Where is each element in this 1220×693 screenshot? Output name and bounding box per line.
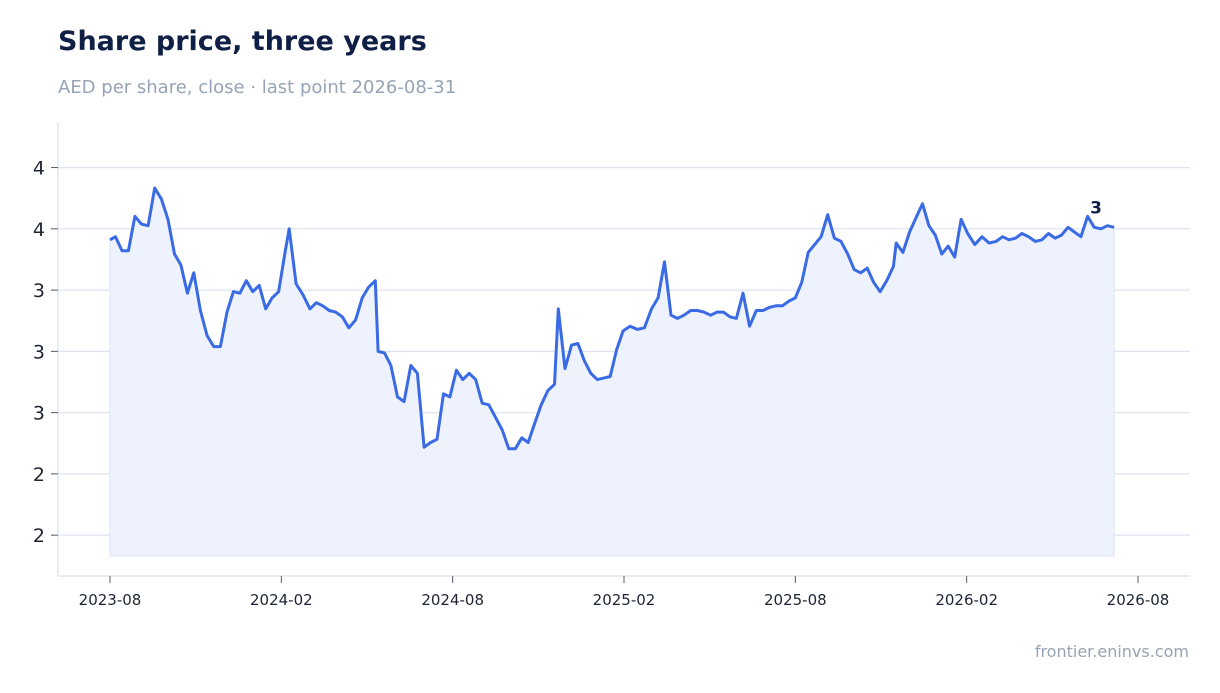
x-tick-label: 2025-02 [593, 591, 656, 609]
y-tick-label: 4 [33, 158, 45, 180]
y-tick-label: 2 [33, 464, 45, 486]
y-tick-label: 3 [33, 403, 45, 425]
y-tick-label: 3 [33, 280, 45, 302]
y-tick-label: 4 [33, 219, 45, 241]
y-tick-label: 2 [33, 525, 45, 547]
last-value-label: 3 [1090, 198, 1102, 218]
chart-title: Share price, three years [58, 26, 427, 57]
price-line [109, 186, 1115, 451]
x-tick-label: 2023-08 [79, 591, 142, 609]
x-axis-ticks: 2023-08 2024-02 2024-08 2025-02 2025-08 2026-… [79, 576, 1170, 609]
y-axis-ticks: 2 2 3 3 3 4 4 [33, 158, 58, 547]
x-tick-label: 2026-08 [1107, 591, 1170, 609]
source-footer: frontier.eninvs.com [1034, 642, 1189, 661]
chart-subtitle: AED per share, close · last point 2026-0… [58, 77, 457, 98]
x-tick-label: 2025-08 [764, 591, 827, 609]
x-tick-label: 2026-02 [935, 591, 998, 609]
y-tick-label: 3 [33, 341, 45, 363]
x-tick-label: 2024-02 [250, 591, 313, 609]
x-tick-label: 2024-08 [421, 591, 484, 609]
